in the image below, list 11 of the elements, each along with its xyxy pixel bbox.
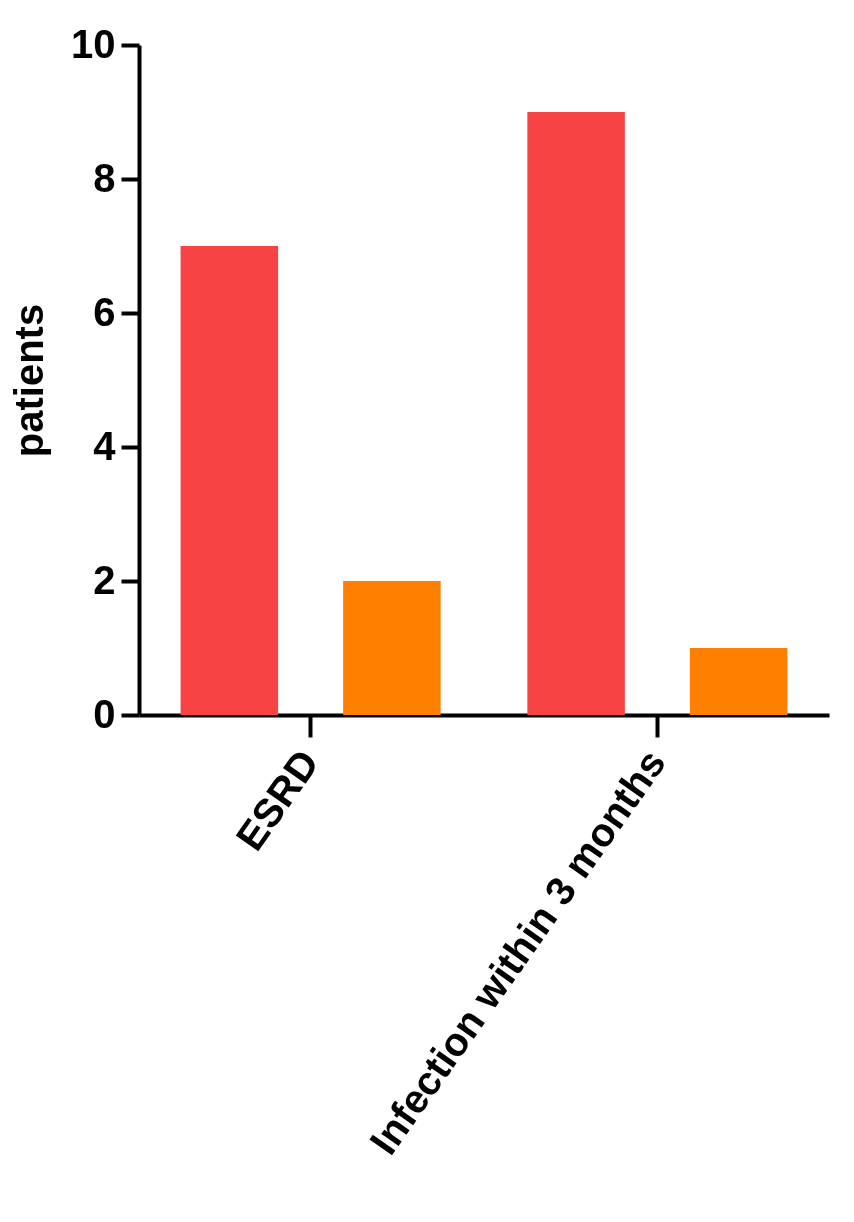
- y-axis-title: patients: [7, 303, 52, 458]
- bar: [180, 246, 279, 715]
- y-tick-label: 0: [93, 691, 116, 736]
- y-tick-label: 4: [93, 423, 117, 468]
- bar: [343, 581, 441, 715]
- y-tick-label: 6: [93, 289, 116, 334]
- y-tick-label: 2: [93, 557, 116, 602]
- y-tick-label: 10: [71, 21, 116, 66]
- y-tick-label: 8: [93, 155, 116, 200]
- bar: [689, 648, 788, 715]
- bar: [527, 112, 625, 715]
